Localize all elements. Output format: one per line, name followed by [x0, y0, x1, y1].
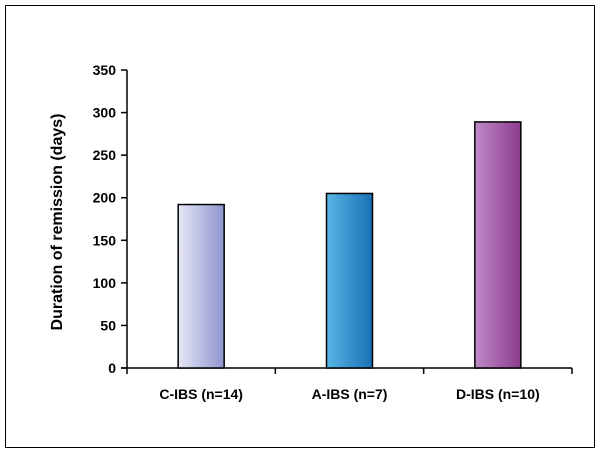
y-tick-label: 50 — [100, 317, 116, 333]
x-category-label: D-IBS (n=10) — [456, 386, 540, 402]
bar-d-ibs — [474, 121, 522, 369]
x-category-label: A-IBS (n=7) — [312, 386, 388, 402]
bar-a-ibs — [325, 192, 374, 369]
y-tick-label: 150 — [93, 232, 117, 248]
bars — [177, 121, 522, 369]
y-tick-label: 100 — [93, 275, 117, 291]
y-tick-label: 300 — [93, 105, 117, 121]
labels: 0 50 100 150 200 250 300 350 C-IBS (n=14) A-IBS (… — [93, 62, 540, 402]
bar-c-ibs — [177, 203, 225, 369]
x-category-label: C-IBS (n=14) — [159, 386, 243, 402]
y-tick-label: 0 — [108, 360, 116, 376]
y-tick-label: 250 — [93, 147, 117, 163]
y-tick-label: 350 — [93, 62, 117, 78]
y-tick-label: 200 — [93, 190, 117, 206]
y-axis-title: Duration of remission (days) — [49, 114, 66, 331]
